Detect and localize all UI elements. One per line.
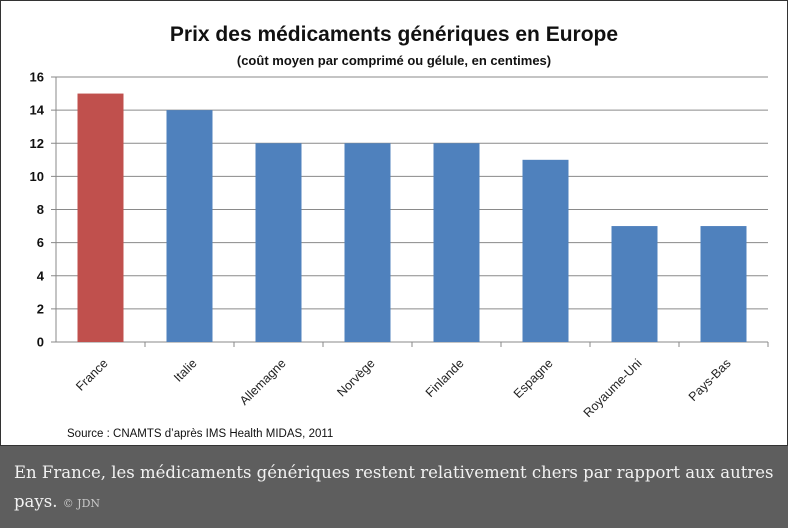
x-tick-label: Norvège (334, 356, 377, 399)
x-tick-label: Finlande (423, 356, 467, 400)
y-tick-label: 8 (37, 202, 44, 217)
bar-italie (166, 110, 213, 342)
y-tick-label: 4 (37, 268, 45, 283)
x-tick-label: Italie (171, 356, 200, 385)
y-tick-label: 6 (37, 235, 44, 250)
y-tick-label: 16 (30, 70, 44, 85)
caption: En France, les médicaments génériques re… (0, 446, 788, 528)
bar-finlande (433, 143, 480, 342)
x-tick-label: Royaume-Uni (581, 356, 645, 420)
x-tick-label: Espagne (511, 356, 556, 401)
source-note: Source : CNAMTS d’après IMS Health MIDAS… (67, 428, 333, 440)
bar-espagne (522, 159, 569, 342)
x-tick-label: France (73, 356, 110, 393)
y-tick-label: 0 (37, 335, 44, 350)
bar-france (77, 93, 124, 342)
bar-allemagne (255, 143, 302, 342)
x-tick-label: Allemagne (237, 356, 289, 408)
chart-subtitle: (coût moyen par comprimé ou gélule, en c… (237, 53, 551, 68)
caption-text: En France, les médicaments génériques re… (14, 463, 774, 511)
bar-norvège (344, 143, 391, 342)
y-tick-label: 2 (37, 301, 44, 316)
y-tick-label: 12 (30, 136, 44, 151)
caption-credit: © JDN (62, 497, 101, 510)
chart-title: Prix des médicaments génériques en Europ… (170, 23, 618, 46)
bar-chart: Prix des médicaments génériques en Europ… (30, 23, 769, 440)
chart-panel: Prix des médicaments génériques en Europ… (0, 0, 788, 447)
y-tick-label: 10 (30, 169, 44, 184)
y-tick-label: 14 (30, 103, 45, 118)
bar-royaume-uni (611, 226, 658, 342)
x-tick-label: Pays-Bas (686, 356, 734, 404)
bar-pays-bas (700, 226, 747, 342)
